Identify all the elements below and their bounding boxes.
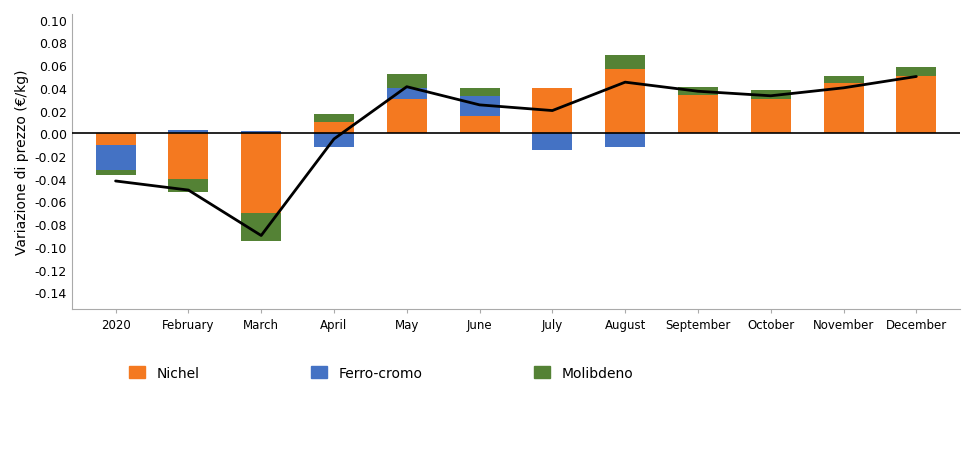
Bar — [532, 134, 572, 151]
Bar — [241, 132, 281, 134]
Bar — [314, 115, 354, 123]
Bar — [751, 100, 791, 134]
Bar — [169, 179, 209, 193]
Bar — [751, 91, 791, 100]
Bar — [605, 56, 645, 69]
Bar — [387, 89, 427, 100]
Bar — [314, 123, 354, 134]
Bar — [896, 68, 936, 77]
Bar — [532, 89, 572, 134]
Bar — [96, 170, 136, 176]
Bar — [387, 100, 427, 134]
Bar — [241, 134, 281, 213]
Bar — [678, 87, 718, 96]
Bar — [169, 131, 209, 134]
Bar — [241, 213, 281, 242]
Bar — [459, 97, 499, 117]
Bar — [824, 77, 864, 84]
Y-axis label: Variazione di prezzo (€/kg): Variazione di prezzo (€/kg) — [15, 70, 29, 255]
Bar — [605, 134, 645, 147]
Bar — [96, 145, 136, 170]
Bar — [605, 69, 645, 134]
Bar — [459, 117, 499, 134]
Bar — [896, 77, 936, 134]
Bar — [678, 96, 718, 134]
Legend: Nichel, Ferro-cromo, Molibdeno: Nichel, Ferro-cromo, Molibdeno — [123, 360, 639, 385]
Bar — [314, 134, 354, 147]
Bar — [387, 75, 427, 89]
Bar — [169, 134, 209, 179]
Bar — [824, 84, 864, 134]
Bar — [96, 134, 136, 145]
Bar — [459, 89, 499, 97]
